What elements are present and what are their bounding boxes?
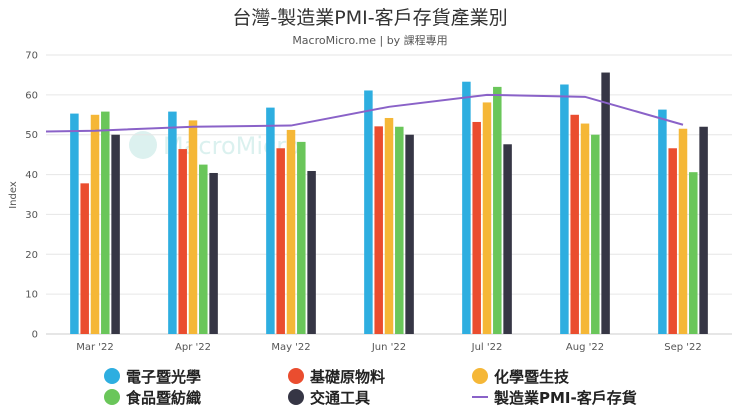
- y-axis-label: Index: [8, 181, 19, 209]
- bar[interactable]: 交通工具 May '22: 40.9: [307, 170, 316, 334]
- bar[interactable]: 食品暨紡織 May '22: 48.2: [297, 141, 306, 334]
- bar[interactable]: 食品暨紡織 Mar '22: 55.8: [101, 111, 110, 335]
- series-line[interactable]: [45, 93, 684, 133]
- legend-label: 食品暨紡織: [126, 388, 202, 407]
- legend-label: 製造業PMI-客戶存貨: [494, 388, 637, 407]
- bar[interactable]: 電子暨光學 Jun '22: 61.1: [364, 90, 373, 334]
- x-tick-label: May '22: [271, 342, 310, 353]
- bar[interactable]: 食品暨紡織 Jul '22: 62: [493, 86, 502, 334]
- bar[interactable]: 基礎原物料 Apr '22: 46.4: [178, 149, 187, 334]
- x-tick-label: Mar '22: [76, 342, 114, 353]
- x-tick-label: Aug '22: [566, 342, 604, 353]
- bar[interactable]: 食品暨紡織 Aug '22: 50: [591, 134, 600, 334]
- legend-dot-icon: [472, 368, 488, 384]
- legend-item[interactable]: 電子暨光學: [104, 365, 201, 387]
- bar[interactable]: 交通工具 Jun '22: 50: [405, 134, 414, 334]
- bar[interactable]: 化學暨生技 Aug '22: 52.8: [580, 123, 590, 334]
- line-point[interactable]: 製造業PMI-客戶存貨 Aug '22: 59.5: [583, 94, 588, 99]
- legend-dot-icon: [104, 389, 120, 405]
- line-point[interactable]: 製造業PMI-客戶存貨 Mar '22: 51: [93, 128, 98, 133]
- legend-label: 交通工具: [310, 388, 371, 407]
- watermark-logo-icon: [129, 131, 157, 159]
- bar[interactable]: 電子暨光學 Apr '22: 55.8: [168, 111, 177, 335]
- bar[interactable]: 化學暨生技 Jul '22: 58.1: [482, 102, 492, 335]
- y-tick-label: 50: [25, 130, 38, 141]
- line-point[interactable]: 製造業PMI-客戶存貨 May '22: 52.3: [289, 123, 294, 128]
- bar[interactable]: 化學暨生技 Jun '22: 54.2: [384, 117, 394, 334]
- line-point[interactable]: 製造業PMI-客戶存貨 Jul '22: 60: [485, 92, 490, 97]
- legend-item[interactable]: 基礎原物料: [288, 365, 385, 387]
- x-tick-label: Jul '22: [471, 342, 503, 353]
- bar[interactable]: 電子暨光學 Sep '22: 56.3: [658, 109, 667, 335]
- chart-subtitle: MacroMicro.me | by 課程專用: [292, 33, 447, 47]
- legend-item[interactable]: 交通工具: [288, 386, 370, 408]
- bar[interactable]: 電子暨光學 Aug '22: 62.6: [560, 84, 569, 334]
- bar[interactable]: 基礎原物料 Sep '22: 46.6: [668, 148, 677, 334]
- legend-line-icon: [472, 396, 488, 398]
- legend-label: 化學暨生技: [494, 367, 570, 386]
- legend-item[interactable]: 食品暨紡織: [104, 386, 201, 408]
- y-tick-label: 30: [25, 210, 38, 221]
- legend: 電子暨光學 基礎原物料 化學暨生技食品暨紡織 交通工具 製造業PMI-客戶存貨: [104, 365, 704, 409]
- bar[interactable]: 基礎原物料 Mar '22: 37.8: [80, 183, 89, 334]
- legend-label: 電子暨光學: [126, 367, 202, 386]
- bar[interactable]: 食品暨紡織 Apr '22: 42.5: [199, 164, 208, 334]
- y-tick-label: 60: [25, 90, 38, 101]
- x-tick-label: Jun '22: [371, 342, 406, 353]
- bar[interactable]: 電子暨光學 May '22: 56.8: [266, 107, 275, 335]
- bar[interactable]: 交通工具 Jul '22: 47.6: [503, 144, 512, 334]
- chart-title: 台灣-製造業PMI-客戶存貨產業別: [232, 7, 507, 29]
- x-tick-label: Apr '22: [175, 342, 211, 353]
- bar[interactable]: 食品暨紡織 Sep '22: 40.6: [689, 172, 698, 334]
- bar[interactable]: 電子暨光學 Jul '22: 63.3: [462, 81, 471, 334]
- bar[interactable]: 基礎原物料 Aug '22: 55: [570, 114, 579, 335]
- bar[interactable]: 化學暨生技 Sep '22: 51.5: [678, 128, 688, 334]
- legend-dot-icon: [288, 389, 304, 405]
- line-point[interactable]: 製造業PMI-客戶存貨 Sep '22: 52.5: [681, 122, 686, 127]
- legend-dot-icon: [104, 368, 120, 384]
- legend-item[interactable]: 製造業PMI-客戶存貨: [472, 386, 637, 408]
- y-tick-label: 40: [25, 170, 38, 181]
- y-tick-label: 10: [25, 290, 38, 301]
- y-tick-label: 20: [25, 250, 38, 261]
- bar[interactable]: 基礎原物料 Jun '22: 52.1: [374, 126, 383, 334]
- line-point[interactable]: 製造業PMI-客戶存貨 Apr '22: 52: [191, 124, 196, 129]
- legend-dot-icon: [288, 368, 304, 384]
- bar[interactable]: 交通工具 Sep '22: 52: [699, 126, 708, 334]
- bar[interactable]: 化學暨生技 May '22: 51.2: [286, 129, 296, 334]
- y-tick-label: 70: [25, 51, 38, 62]
- bar[interactable]: 基礎原物料 Jul '22: 53.2: [472, 121, 481, 335]
- bar[interactable]: 食品暨紡織 Jun '22: 52: [395, 126, 404, 334]
- bar[interactable]: 交通工具 Mar '22: 50: [111, 134, 120, 334]
- bar[interactable]: 電子暨光學 Mar '22: 55.3: [70, 113, 79, 334]
- bar[interactable]: 化學暨生技 Mar '22: 55: [90, 114, 100, 335]
- y-tick-label: 0: [32, 330, 38, 341]
- bar[interactable]: 基礎原物料 May '22: 46.6: [276, 148, 285, 334]
- x-tick-label: Sep '22: [664, 342, 702, 353]
- legend-label: 基礎原物料: [310, 367, 386, 386]
- bar[interactable]: 交通工具 Apr '22: 40.4: [209, 172, 218, 334]
- bar[interactable]: 交通工具 Aug '22: 65.6: [601, 72, 610, 334]
- legend-item[interactable]: 化學暨生技: [472, 365, 569, 387]
- line-point[interactable]: 製造業PMI-客戶存貨 Jun '22: 57: [387, 104, 392, 109]
- bar[interactable]: 化學暨生技 Apr '22: 53.6: [188, 120, 198, 334]
